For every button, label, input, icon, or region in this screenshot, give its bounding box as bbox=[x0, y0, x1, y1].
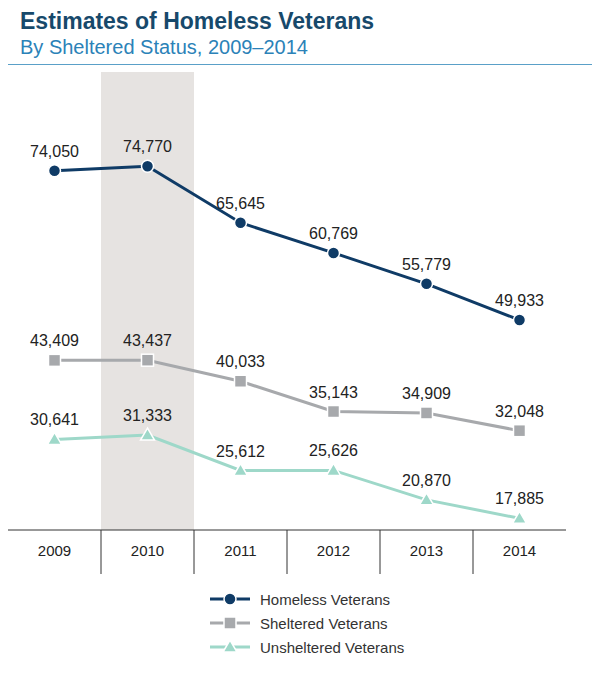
svg-text:2009: 2009 bbox=[38, 542, 71, 559]
svg-text:35,143: 35,143 bbox=[309, 384, 358, 401]
svg-text:30,641: 30,641 bbox=[30, 411, 79, 428]
svg-text:2013: 2013 bbox=[410, 542, 443, 559]
svg-text:2012: 2012 bbox=[317, 542, 350, 559]
svg-text:43,409: 43,409 bbox=[30, 332, 79, 349]
svg-text:31,333: 31,333 bbox=[123, 407, 172, 424]
svg-text:2014: 2014 bbox=[503, 542, 536, 559]
svg-text:2010: 2010 bbox=[131, 542, 164, 559]
html-text:By Sheltered Status, 2009–2014: By Sheltered Status, 2009–2014 bbox=[20, 36, 308, 58]
svg-text:25,612: 25,612 bbox=[216, 443, 265, 460]
svg-text:43,437: 43,437 bbox=[123, 332, 172, 349]
svg-text:74,050: 74,050 bbox=[30, 143, 79, 160]
html-text:Sheltered Veterans: Sheltered Veterans bbox=[260, 614, 388, 632]
svg-text:74,770: 74,770 bbox=[123, 138, 172, 155]
svg-text:20,870: 20,870 bbox=[402, 472, 451, 489]
svg-text:2011: 2011 bbox=[224, 542, 256, 559]
svg-text:60,769: 60,769 bbox=[309, 225, 358, 242]
svg-text:40,033: 40,033 bbox=[216, 353, 265, 370]
svg-text:65,645: 65,645 bbox=[216, 195, 265, 212]
svg-text:25,626: 25,626 bbox=[309, 442, 358, 459]
html-text:Estimates of Homeless Veterans: Estimates of Homeless Veterans bbox=[20, 8, 375, 34]
svg-text:55,779: 55,779 bbox=[402, 256, 451, 273]
svg-text:32,048: 32,048 bbox=[495, 403, 544, 420]
html-text:Unsheltered Veterans: Unsheltered Veterans bbox=[260, 638, 405, 656]
svg-text:49,933: 49,933 bbox=[495, 292, 544, 309]
svg-text:34,909: 34,909 bbox=[402, 385, 451, 402]
html-text:Homeless Veterans: Homeless Veterans bbox=[260, 590, 391, 608]
svg-text:17,885: 17,885 bbox=[495, 490, 544, 507]
